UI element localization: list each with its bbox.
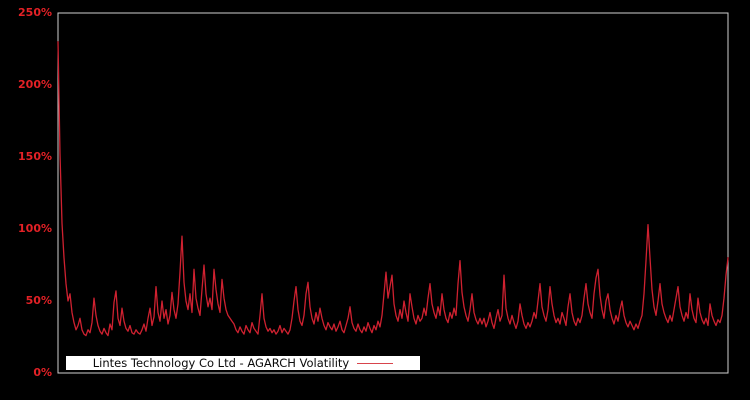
y-tick-label-100: 100%: [18, 222, 52, 236]
legend: Lintes Technology Co Ltd - AGARCH Volati…: [66, 356, 420, 370]
y-tick-label-150: 150%: [18, 150, 52, 164]
y-tick-label-50: 50%: [25, 294, 52, 308]
y-tick-label-250: 250%: [18, 6, 52, 20]
plot-frame: [57, 12, 729, 374]
legend-label: Lintes Technology Co Ltd - AGARCH Volati…: [92, 356, 350, 370]
y-tick-label-200: 200%: [18, 78, 52, 92]
volatility-line: [57, 41, 729, 337]
legend-line-sample-icon: [357, 362, 394, 364]
y-tick-label-0: 0%: [33, 366, 52, 380]
